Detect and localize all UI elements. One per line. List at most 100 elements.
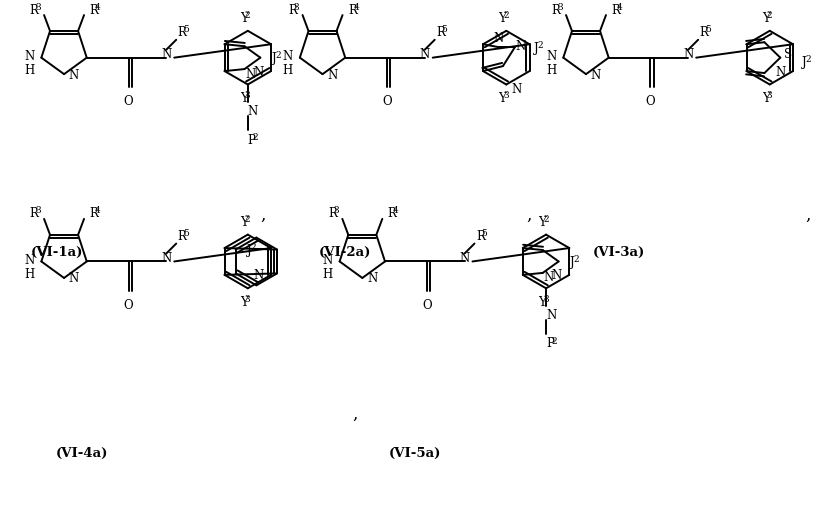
Text: N: N bbox=[546, 308, 556, 321]
Text: 3: 3 bbox=[504, 91, 509, 100]
Text: O: O bbox=[124, 95, 133, 108]
Text: 4: 4 bbox=[617, 3, 622, 12]
Text: 3: 3 bbox=[557, 3, 563, 12]
Text: 2: 2 bbox=[573, 254, 579, 264]
Text: R: R bbox=[476, 230, 484, 243]
Text: (VI-4a): (VI-4a) bbox=[56, 446, 108, 460]
Text: N: N bbox=[69, 272, 79, 285]
Text: 3: 3 bbox=[245, 294, 250, 303]
Text: Y: Y bbox=[499, 92, 506, 105]
Text: J: J bbox=[272, 52, 277, 65]
Text: N: N bbox=[367, 272, 377, 285]
Text: N: N bbox=[543, 271, 553, 284]
Text: R: R bbox=[700, 26, 709, 39]
Text: R: R bbox=[178, 230, 187, 243]
Text: ,: , bbox=[260, 207, 266, 223]
Text: 3: 3 bbox=[767, 91, 772, 100]
Text: O: O bbox=[124, 298, 133, 311]
Text: ,: , bbox=[527, 207, 532, 223]
Text: Y: Y bbox=[240, 92, 248, 105]
Text: 4: 4 bbox=[393, 206, 399, 215]
Text: R: R bbox=[30, 207, 38, 220]
Text: J: J bbox=[570, 256, 575, 268]
Text: N: N bbox=[775, 66, 785, 78]
Text: R: R bbox=[90, 4, 98, 17]
Text: 2: 2 bbox=[275, 51, 281, 60]
Text: R: R bbox=[348, 4, 356, 17]
Text: H: H bbox=[322, 267, 332, 280]
Text: 3: 3 bbox=[293, 3, 299, 12]
Text: N: N bbox=[420, 48, 430, 61]
Text: N: N bbox=[511, 83, 521, 96]
Text: 4: 4 bbox=[95, 206, 101, 215]
Text: J: J bbox=[248, 243, 252, 257]
Text: N: N bbox=[327, 69, 337, 81]
Text: Y: Y bbox=[240, 216, 248, 229]
Text: R: R bbox=[178, 26, 187, 39]
Text: Y: Y bbox=[240, 12, 248, 25]
Text: H: H bbox=[24, 267, 35, 280]
Text: 5: 5 bbox=[481, 229, 487, 238]
Text: O: O bbox=[382, 95, 391, 108]
Text: R: R bbox=[90, 207, 98, 220]
Text: N: N bbox=[460, 251, 470, 265]
Text: 2: 2 bbox=[551, 336, 557, 345]
Text: O: O bbox=[646, 95, 656, 108]
Text: 5: 5 bbox=[705, 25, 711, 34]
Text: N: N bbox=[248, 105, 258, 118]
Text: 2: 2 bbox=[543, 215, 548, 224]
Text: R: R bbox=[388, 207, 396, 220]
Text: S: S bbox=[784, 48, 792, 61]
Text: N: N bbox=[24, 253, 35, 266]
Text: H: H bbox=[546, 64, 557, 77]
Text: 5: 5 bbox=[183, 229, 189, 238]
Text: 2: 2 bbox=[504, 11, 509, 20]
Text: 2: 2 bbox=[253, 132, 258, 142]
Text: P: P bbox=[248, 133, 256, 147]
Text: R: R bbox=[30, 4, 38, 17]
Text: 5: 5 bbox=[183, 25, 189, 34]
Text: 4: 4 bbox=[95, 3, 101, 12]
Text: N: N bbox=[516, 40, 526, 52]
Text: N: N bbox=[551, 269, 562, 282]
Text: (VI-2a): (VI-2a) bbox=[319, 245, 371, 258]
Text: R: R bbox=[288, 4, 297, 17]
Text: H: H bbox=[24, 64, 35, 77]
Text: N: N bbox=[69, 69, 79, 81]
Text: N: N bbox=[161, 251, 171, 265]
Text: 2: 2 bbox=[538, 41, 543, 50]
Text: O: O bbox=[422, 298, 431, 311]
Text: 2: 2 bbox=[245, 11, 250, 20]
Text: 2: 2 bbox=[767, 11, 772, 20]
Text: 4: 4 bbox=[353, 3, 359, 12]
Text: H: H bbox=[283, 64, 293, 77]
Text: 2: 2 bbox=[805, 55, 811, 64]
Text: Y: Y bbox=[538, 295, 546, 308]
Text: N: N bbox=[24, 50, 35, 63]
Text: ,: , bbox=[805, 207, 810, 223]
Text: 3: 3 bbox=[35, 206, 41, 215]
Text: J: J bbox=[534, 42, 539, 54]
Text: R: R bbox=[436, 26, 445, 39]
Text: N: N bbox=[245, 67, 255, 80]
Text: ,: , bbox=[352, 405, 358, 422]
Text: N: N bbox=[161, 48, 171, 61]
Text: N: N bbox=[683, 48, 693, 61]
Text: R: R bbox=[328, 207, 337, 220]
Text: P: P bbox=[546, 337, 554, 350]
Text: (VI-1a): (VI-1a) bbox=[31, 245, 83, 258]
Text: 2: 2 bbox=[245, 215, 250, 224]
Text: 3: 3 bbox=[35, 3, 41, 12]
Text: N: N bbox=[253, 269, 263, 282]
Text: (VI-3a): (VI-3a) bbox=[593, 245, 645, 258]
Text: N: N bbox=[283, 50, 293, 63]
Text: 5: 5 bbox=[441, 25, 447, 34]
Text: 3: 3 bbox=[333, 206, 339, 215]
Text: R: R bbox=[552, 4, 561, 17]
Text: N: N bbox=[494, 32, 504, 45]
Text: 3: 3 bbox=[543, 294, 548, 303]
Text: N: N bbox=[322, 253, 332, 266]
Text: N: N bbox=[253, 66, 263, 78]
Text: R: R bbox=[612, 4, 621, 17]
Text: N: N bbox=[546, 50, 557, 63]
